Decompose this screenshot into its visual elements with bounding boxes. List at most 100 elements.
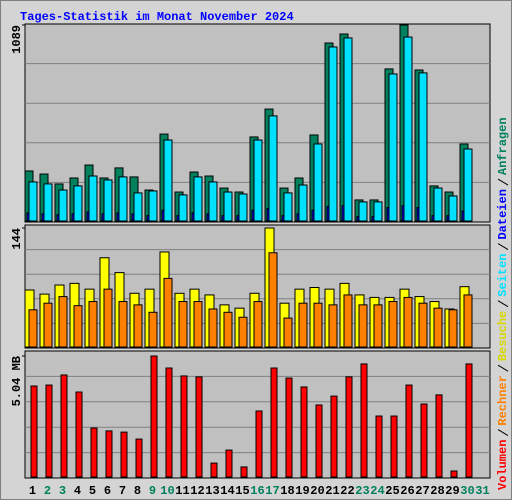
bar xyxy=(328,46,338,222)
bar xyxy=(75,391,83,478)
bar xyxy=(390,415,398,478)
bar xyxy=(73,305,83,348)
legend-separator xyxy=(497,300,509,308)
legend-label: Volumen xyxy=(496,440,510,490)
bar xyxy=(358,201,368,222)
bar xyxy=(103,288,113,348)
bar xyxy=(405,384,413,478)
bar xyxy=(150,355,158,478)
bar xyxy=(418,72,428,222)
legend-separator xyxy=(497,429,509,437)
bar xyxy=(283,192,293,222)
bar xyxy=(360,363,368,478)
bar xyxy=(45,384,53,478)
bar xyxy=(88,175,98,222)
bar xyxy=(388,73,398,222)
x-tick-label: 23 xyxy=(355,484,369,498)
bar xyxy=(343,37,353,222)
bar xyxy=(180,375,188,478)
bar xyxy=(195,376,203,478)
x-tick-label: 15 xyxy=(235,484,249,498)
bar xyxy=(135,438,143,478)
bar xyxy=(43,302,53,348)
bar xyxy=(238,193,248,222)
bar xyxy=(358,304,368,348)
bar xyxy=(105,430,113,478)
bar xyxy=(58,296,68,348)
bar xyxy=(193,176,203,222)
bar xyxy=(433,187,443,222)
bar xyxy=(298,302,308,348)
bar xyxy=(208,181,218,222)
x-tick-label: 6 xyxy=(104,484,111,498)
x-tick-label: 8 xyxy=(134,484,141,498)
bar xyxy=(103,179,113,222)
bar xyxy=(133,192,143,222)
bar xyxy=(133,304,143,348)
bar xyxy=(163,277,173,348)
x-tick-label: 31 xyxy=(475,484,489,498)
x-tick-label: 2 xyxy=(44,484,51,498)
bar xyxy=(178,194,188,222)
x-tick-label: 3 xyxy=(59,484,66,498)
x-tick-label: 1 xyxy=(29,484,36,498)
bar xyxy=(225,449,233,478)
bar xyxy=(268,252,278,348)
bar xyxy=(298,184,308,222)
bar xyxy=(328,304,338,348)
legend-label: Anfragen xyxy=(496,117,510,175)
x-tick-label: 16 xyxy=(250,484,264,498)
x-tick-label: 21 xyxy=(325,484,339,498)
y-tick-label: 5.04 MB xyxy=(10,356,24,406)
bar xyxy=(313,302,323,348)
legend-label: Besuche xyxy=(496,311,510,361)
bar xyxy=(373,201,383,222)
bar xyxy=(268,115,278,222)
x-tick-label: 28 xyxy=(430,484,444,498)
bar xyxy=(330,395,338,478)
y-tick-label: 144 xyxy=(10,228,24,250)
bar xyxy=(465,363,473,478)
bar xyxy=(238,316,248,348)
legend-separator xyxy=(497,178,509,186)
x-tick-label: 29 xyxy=(445,484,459,498)
bar xyxy=(420,403,428,478)
x-tick-label: 18 xyxy=(280,484,294,498)
bar xyxy=(28,309,38,348)
x-tick-label: 12 xyxy=(190,484,204,498)
bar xyxy=(315,404,323,478)
bar xyxy=(58,189,68,222)
x-tick-label: 17 xyxy=(265,484,279,498)
bar xyxy=(148,190,158,222)
legend-label: Dateien xyxy=(496,189,510,239)
x-tick-label: 7 xyxy=(119,484,126,498)
bar xyxy=(90,427,98,478)
bar xyxy=(193,301,203,348)
bar xyxy=(285,377,293,478)
x-tick-label: 5 xyxy=(89,484,96,498)
bar xyxy=(435,394,443,478)
x-tick-label: 22 xyxy=(340,484,354,498)
bar xyxy=(165,367,173,478)
legend-separator xyxy=(497,243,509,250)
legend-label: Rechner xyxy=(496,375,510,425)
bar xyxy=(270,367,278,478)
bar xyxy=(463,294,473,348)
bar xyxy=(283,317,293,348)
bar xyxy=(210,462,218,478)
bar xyxy=(388,301,398,348)
y-tick-label: 1089 xyxy=(10,25,24,54)
x-tick-label: 24 xyxy=(370,484,384,498)
bar xyxy=(28,181,38,222)
bar xyxy=(163,139,173,222)
bar xyxy=(253,301,263,348)
bar xyxy=(223,311,233,348)
x-tick-label: 30 xyxy=(460,484,474,498)
bar xyxy=(73,185,83,222)
bar xyxy=(300,386,308,478)
bar xyxy=(240,466,248,478)
x-tick-label: 27 xyxy=(415,484,429,498)
x-tick-label: 26 xyxy=(400,484,414,498)
bar xyxy=(30,385,38,478)
